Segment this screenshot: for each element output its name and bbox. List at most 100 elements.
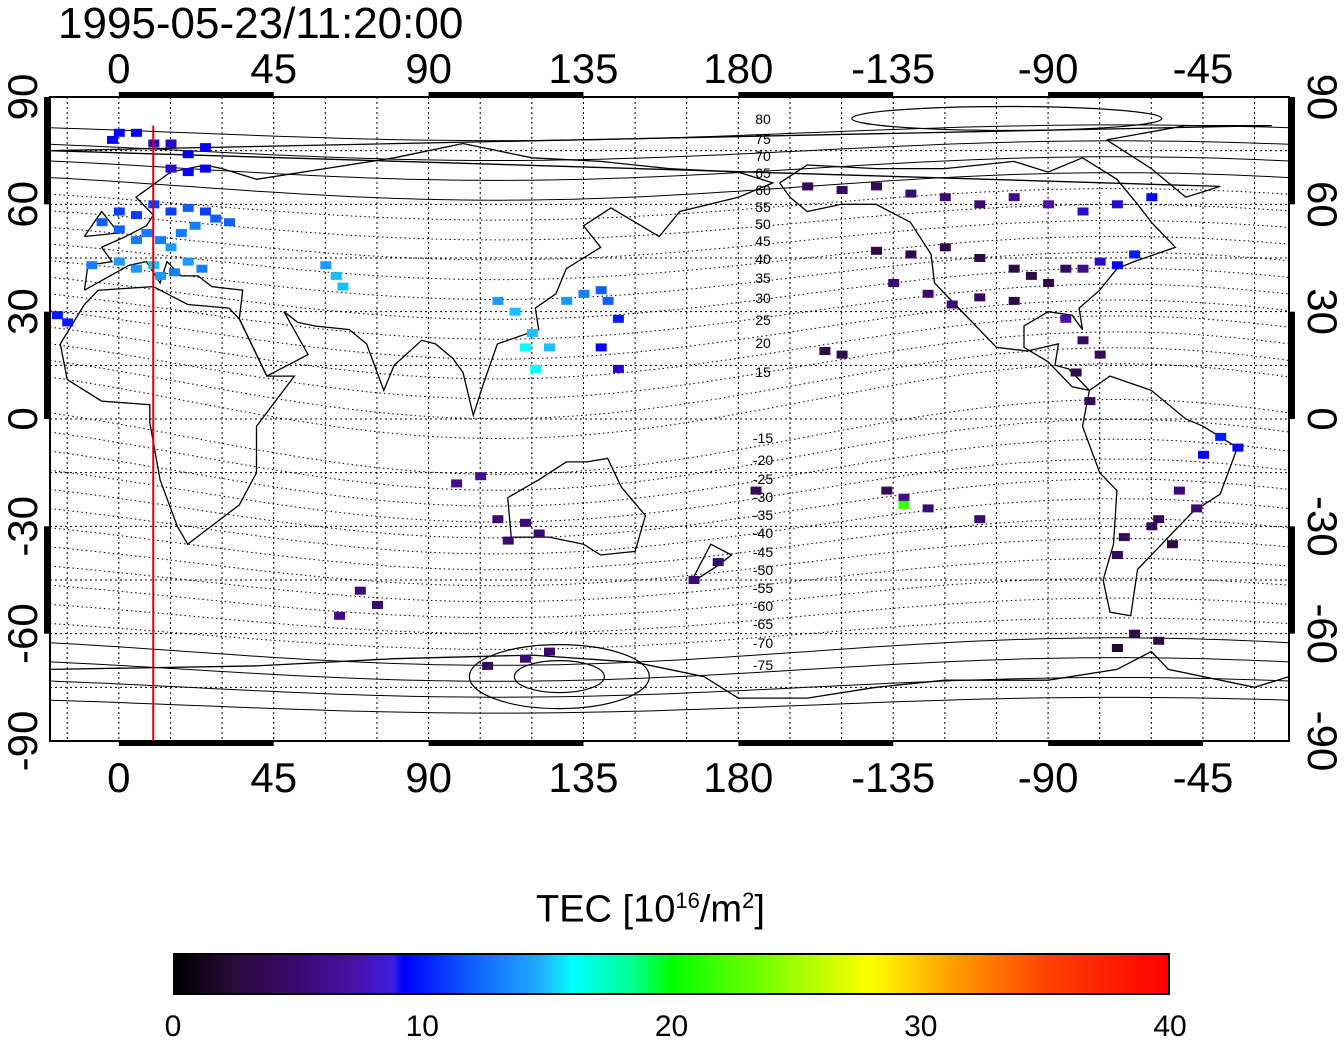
axis-edge-bar xyxy=(738,741,894,746)
tec-station-marker xyxy=(337,282,349,291)
tec-station-marker xyxy=(113,225,125,234)
tec-station-marker xyxy=(1167,540,1178,549)
contour-label: -40 xyxy=(753,525,773,541)
contour-line xyxy=(49,557,1290,603)
tec-station-marker xyxy=(1111,261,1123,270)
tec-station-marker xyxy=(1070,368,1082,377)
tec-station-marker xyxy=(533,529,545,538)
tec-station-marker xyxy=(199,164,211,173)
axis-edge-bar xyxy=(44,97,50,205)
tec-station-marker xyxy=(922,504,934,513)
contour-line xyxy=(49,188,1290,221)
contour-line xyxy=(49,363,1290,439)
tec-station-marker xyxy=(131,211,142,220)
contour-label: 40 xyxy=(755,251,771,267)
contour-line xyxy=(49,315,1290,380)
tec-station-marker xyxy=(612,364,624,373)
contour-line xyxy=(49,331,1290,400)
tec-station-marker xyxy=(520,654,531,663)
tec-station-markers xyxy=(51,128,1244,670)
colorbar-tick-label: 40 xyxy=(1153,1010,1187,1043)
tec-station-marker xyxy=(224,218,235,227)
tec-station-marker xyxy=(165,139,177,148)
tec-station-marker xyxy=(544,343,555,352)
tec-station-marker xyxy=(86,261,98,270)
axis-edge-bar xyxy=(428,741,584,746)
tec-station-marker xyxy=(1060,314,1072,323)
right-lat-label: -30 xyxy=(1299,496,1344,557)
tec-station-marker xyxy=(492,296,504,305)
tec-station-marker xyxy=(1146,522,1158,531)
tec-station-marker xyxy=(189,221,201,230)
contour-line xyxy=(49,156,1290,181)
tec-station-marker xyxy=(1084,397,1096,406)
contour-line xyxy=(49,140,1290,161)
coastline-path xyxy=(83,142,775,418)
tec-station-marker xyxy=(1215,432,1227,441)
contour-label: -15 xyxy=(753,430,773,446)
coastline-path xyxy=(49,124,1272,198)
contour-label: -30 xyxy=(753,489,773,505)
tec-station-marker xyxy=(113,128,125,137)
tec-station-marker xyxy=(974,200,986,209)
contour-label: -35 xyxy=(753,507,773,523)
tec-station-marker xyxy=(712,558,724,567)
tec-station-marker xyxy=(836,350,848,359)
bottom-lon-label: 45 xyxy=(250,754,297,801)
tec-station-marker xyxy=(165,207,177,216)
tec-station-marker xyxy=(1191,504,1203,513)
contour-line xyxy=(49,204,1290,241)
tec-station-marker xyxy=(199,207,211,216)
tec-station-marker xyxy=(1008,193,1020,202)
tec-station-marker xyxy=(802,182,814,191)
tec-station-marker xyxy=(595,286,607,295)
tec-station-marker xyxy=(62,318,74,327)
tec-station-marker xyxy=(334,611,346,620)
contour-label: 60 xyxy=(755,182,771,198)
right-lat-label: -60 xyxy=(1299,603,1344,664)
coastlines xyxy=(49,124,1290,699)
tec-station-marker xyxy=(155,236,167,245)
bottom-lon-label: 90 xyxy=(405,754,452,801)
tec-station-marker xyxy=(372,601,383,609)
tec-station-marker xyxy=(113,257,125,266)
tec-station-marker xyxy=(1043,200,1055,209)
tec-station-marker xyxy=(1077,336,1089,345)
tec-station-marker xyxy=(107,135,118,144)
tec-station-marker xyxy=(520,518,531,527)
contour-line xyxy=(49,518,1290,571)
left-lat-label: 30 xyxy=(0,288,46,335)
tec-station-marker xyxy=(974,293,986,302)
tec-station-marker xyxy=(520,343,531,352)
tec-station-marker xyxy=(165,164,177,173)
tec-station-marker xyxy=(330,271,342,280)
contour-label: -75 xyxy=(753,657,773,673)
tec-station-marker xyxy=(475,472,487,481)
axis-edge-bar xyxy=(44,311,50,419)
contour-line xyxy=(513,659,605,694)
contour-line xyxy=(49,637,1290,666)
bottom-lon-label: -45 xyxy=(1173,754,1234,801)
contour-line xyxy=(49,283,1290,340)
top-lon-label: -90 xyxy=(1018,45,1079,92)
tec-station-marker xyxy=(168,268,180,277)
coastline-path xyxy=(59,285,296,546)
contour-label: -20 xyxy=(753,452,773,468)
tec-station-marker xyxy=(131,264,142,273)
magnetic-latitude-contours xyxy=(49,105,1290,714)
colorbar-tick-label: 0 xyxy=(164,1010,182,1043)
left-lat-label: 0 xyxy=(0,407,46,430)
tec-station-marker xyxy=(155,271,167,280)
tec-station-marker xyxy=(131,128,142,137)
tec-station-marker xyxy=(1173,486,1185,495)
tec-station-marker xyxy=(544,647,555,656)
right-lat-label: -90 xyxy=(1299,711,1344,772)
contour-line xyxy=(468,643,650,710)
tec-station-marker xyxy=(1094,350,1106,359)
tec-station-marker xyxy=(905,189,917,198)
tec-station-marker xyxy=(530,364,542,373)
tec-station-marker xyxy=(451,479,463,488)
tec-station-marker xyxy=(320,261,332,270)
